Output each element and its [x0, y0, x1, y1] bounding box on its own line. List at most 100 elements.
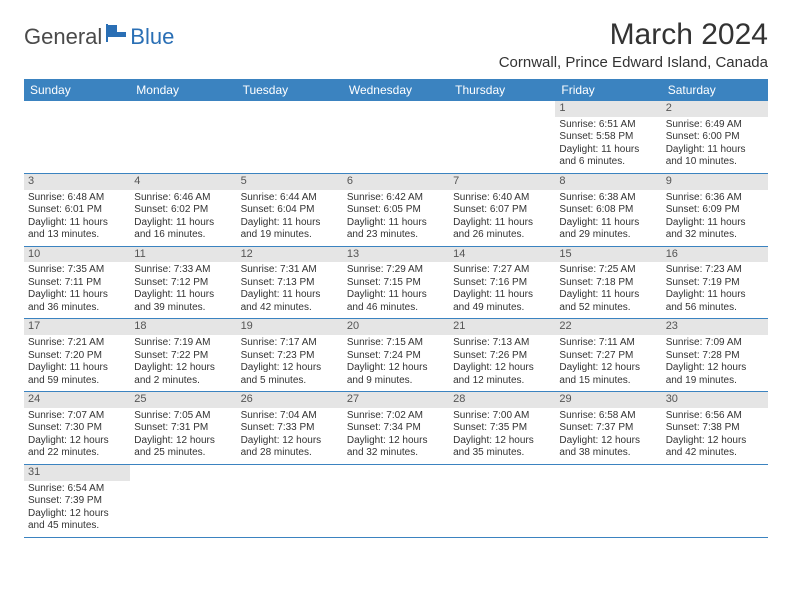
weekday-header-cell: Monday	[130, 79, 236, 101]
day-content: Sunrise: 7:17 AMSunset: 7:23 PMDaylight:…	[237, 335, 343, 391]
day-number: 19	[237, 319, 343, 335]
day-sunset: Sunset: 7:16 PM	[453, 277, 551, 290]
day-number: 25	[130, 392, 236, 408]
day-content: Sunrise: 6:40 AMSunset: 6:07 PMDaylight:…	[449, 190, 555, 246]
day-sunset: Sunset: 7:12 PM	[134, 277, 232, 290]
day-day2: and 46 minutes.	[347, 302, 445, 315]
day-sunrise: Sunrise: 6:51 AM	[559, 119, 657, 132]
day-cell: 24Sunrise: 7:07 AMSunset: 7:30 PMDayligh…	[24, 392, 130, 464]
day-sunset: Sunset: 5:58 PM	[559, 131, 657, 144]
day-day1: Daylight: 12 hours	[666, 435, 764, 448]
weekday-header-cell: Friday	[555, 79, 661, 101]
day-content: Sunrise: 7:33 AMSunset: 7:12 PMDaylight:…	[130, 262, 236, 318]
month-title: March 2024	[499, 18, 768, 52]
day-number: 21	[449, 319, 555, 335]
day-sunset: Sunset: 7:15 PM	[347, 277, 445, 290]
day-number: 14	[449, 247, 555, 263]
day-sunrise: Sunrise: 6:44 AM	[241, 192, 339, 205]
day-day1: Daylight: 11 hours	[559, 289, 657, 302]
day-sunrise: Sunrise: 7:04 AM	[241, 410, 339, 423]
day-sunset: Sunset: 7:37 PM	[559, 422, 657, 435]
logo-text-general: General	[24, 24, 102, 50]
day-content: Sunrise: 7:25 AMSunset: 7:18 PMDaylight:…	[555, 262, 661, 318]
empty-day-cell	[237, 465, 343, 537]
empty-day-cell	[24, 101, 130, 173]
weekday-header-cell: Wednesday	[343, 79, 449, 101]
day-sunrise: Sunrise: 6:36 AM	[666, 192, 764, 205]
day-number: 29	[555, 392, 661, 408]
day-day1: Daylight: 12 hours	[134, 362, 232, 375]
day-cell: 11Sunrise: 7:33 AMSunset: 7:12 PMDayligh…	[130, 247, 236, 319]
day-number: 18	[130, 319, 236, 335]
day-cell: 25Sunrise: 7:05 AMSunset: 7:31 PMDayligh…	[130, 392, 236, 464]
calendar-grid: SundayMondayTuesdayWednesdayThursdayFrid…	[24, 79, 768, 538]
day-number: 12	[237, 247, 343, 263]
day-content: Sunrise: 7:11 AMSunset: 7:27 PMDaylight:…	[555, 335, 661, 391]
day-day1: Daylight: 12 hours	[241, 362, 339, 375]
day-day2: and 49 minutes.	[453, 302, 551, 315]
empty-day-cell	[662, 465, 768, 537]
day-day2: and 16 minutes.	[134, 229, 232, 242]
day-day2: and 10 minutes.	[666, 156, 764, 169]
day-cell: 27Sunrise: 7:02 AMSunset: 7:34 PMDayligh…	[343, 392, 449, 464]
day-day2: and 6 minutes.	[559, 156, 657, 169]
weekday-header-cell: Tuesday	[237, 79, 343, 101]
day-day2: and 29 minutes.	[559, 229, 657, 242]
day-sunset: Sunset: 6:04 PM	[241, 204, 339, 217]
day-sunset: Sunset: 7:35 PM	[453, 422, 551, 435]
day-day2: and 32 minutes.	[666, 229, 764, 242]
day-day1: Daylight: 11 hours	[453, 217, 551, 230]
empty-day-cell	[449, 465, 555, 537]
day-content: Sunrise: 6:42 AMSunset: 6:05 PMDaylight:…	[343, 190, 449, 246]
day-sunset: Sunset: 6:05 PM	[347, 204, 445, 217]
day-number: 5	[237, 174, 343, 190]
day-sunrise: Sunrise: 7:05 AM	[134, 410, 232, 423]
day-sunset: Sunset: 7:30 PM	[28, 422, 126, 435]
day-day2: and 28 minutes.	[241, 447, 339, 460]
day-cell: 6Sunrise: 6:42 AMSunset: 6:05 PMDaylight…	[343, 174, 449, 246]
day-sunset: Sunset: 7:27 PM	[559, 350, 657, 363]
day-sunset: Sunset: 7:39 PM	[28, 495, 126, 508]
day-day1: Daylight: 11 hours	[241, 217, 339, 230]
day-sunset: Sunset: 6:02 PM	[134, 204, 232, 217]
day-day2: and 9 minutes.	[347, 375, 445, 388]
empty-day-cell	[130, 465, 236, 537]
empty-day-cell	[237, 101, 343, 173]
day-day1: Daylight: 11 hours	[666, 289, 764, 302]
logo-text-blue: Blue	[130, 24, 174, 50]
day-content: Sunrise: 7:05 AMSunset: 7:31 PMDaylight:…	[130, 408, 236, 464]
day-cell: 15Sunrise: 7:25 AMSunset: 7:18 PMDayligh…	[555, 247, 661, 319]
day-sunset: Sunset: 7:13 PM	[241, 277, 339, 290]
day-content: Sunrise: 6:46 AMSunset: 6:02 PMDaylight:…	[130, 190, 236, 246]
day-day2: and 42 minutes.	[666, 447, 764, 460]
day-cell: 8Sunrise: 6:38 AMSunset: 6:08 PMDaylight…	[555, 174, 661, 246]
day-cell: 26Sunrise: 7:04 AMSunset: 7:33 PMDayligh…	[237, 392, 343, 464]
day-day1: Daylight: 11 hours	[28, 289, 126, 302]
day-content: Sunrise: 6:44 AMSunset: 6:04 PMDaylight:…	[237, 190, 343, 246]
day-number: 4	[130, 174, 236, 190]
day-day2: and 26 minutes.	[453, 229, 551, 242]
day-sunrise: Sunrise: 7:31 AM	[241, 264, 339, 277]
day-cell: 1Sunrise: 6:51 AMSunset: 5:58 PMDaylight…	[555, 101, 661, 173]
day-day2: and 36 minutes.	[28, 302, 126, 315]
day-cell: 17Sunrise: 7:21 AMSunset: 7:20 PMDayligh…	[24, 319, 130, 391]
day-sunrise: Sunrise: 6:38 AM	[559, 192, 657, 205]
day-sunset: Sunset: 7:18 PM	[559, 277, 657, 290]
location-subtitle: Cornwall, Prince Edward Island, Canada	[499, 54, 768, 71]
day-sunset: Sunset: 7:38 PM	[666, 422, 764, 435]
day-cell: 20Sunrise: 7:15 AMSunset: 7:24 PMDayligh…	[343, 319, 449, 391]
day-sunrise: Sunrise: 7:00 AM	[453, 410, 551, 423]
day-day1: Daylight: 12 hours	[347, 362, 445, 375]
day-sunrise: Sunrise: 6:40 AM	[453, 192, 551, 205]
day-content: Sunrise: 7:19 AMSunset: 7:22 PMDaylight:…	[130, 335, 236, 391]
day-number: 24	[24, 392, 130, 408]
day-sunrise: Sunrise: 6:56 AM	[666, 410, 764, 423]
day-day2: and 56 minutes.	[666, 302, 764, 315]
day-sunrise: Sunrise: 7:35 AM	[28, 264, 126, 277]
day-cell: 10Sunrise: 7:35 AMSunset: 7:11 PMDayligh…	[24, 247, 130, 319]
day-number: 13	[343, 247, 449, 263]
day-sunrise: Sunrise: 7:19 AM	[134, 337, 232, 350]
day-number: 20	[343, 319, 449, 335]
day-cell: 29Sunrise: 6:58 AMSunset: 7:37 PMDayligh…	[555, 392, 661, 464]
day-sunset: Sunset: 7:22 PM	[134, 350, 232, 363]
